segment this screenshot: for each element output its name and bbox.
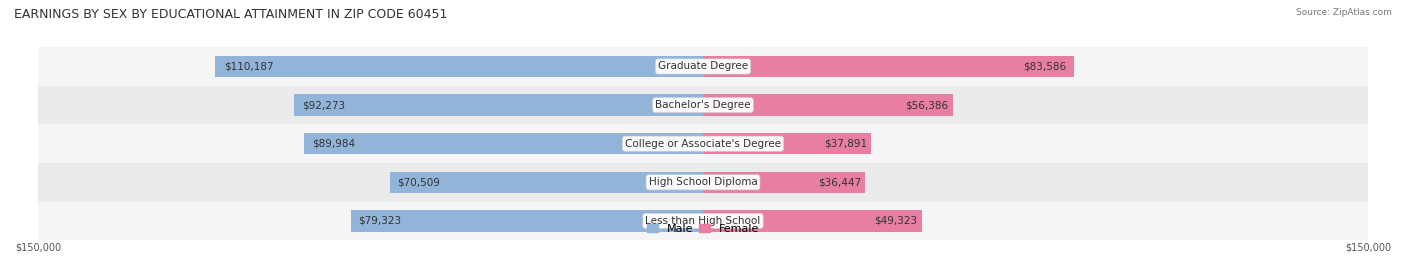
Bar bbox=[38, 163, 1368, 202]
Text: College or Associate's Degree: College or Associate's Degree bbox=[626, 139, 780, 149]
Text: $37,891: $37,891 bbox=[824, 139, 868, 149]
Bar bbox=[703, 172, 865, 193]
Text: Bachelor's Degree: Bachelor's Degree bbox=[655, 100, 751, 110]
Bar bbox=[38, 47, 1368, 86]
Bar bbox=[215, 56, 703, 77]
Bar bbox=[38, 124, 1368, 163]
Bar bbox=[703, 94, 953, 116]
Legend: Male, Female: Male, Female bbox=[643, 219, 763, 239]
Text: $36,447: $36,447 bbox=[818, 177, 862, 187]
Text: Graduate Degree: Graduate Degree bbox=[658, 61, 748, 72]
Bar bbox=[703, 56, 1074, 77]
Bar bbox=[38, 86, 1368, 124]
Bar bbox=[294, 94, 703, 116]
Bar bbox=[352, 210, 703, 232]
Text: Less than High School: Less than High School bbox=[645, 216, 761, 226]
Bar bbox=[703, 210, 922, 232]
Bar bbox=[38, 202, 1368, 240]
Bar bbox=[391, 172, 703, 193]
Text: Source: ZipAtlas.com: Source: ZipAtlas.com bbox=[1296, 8, 1392, 17]
Text: $56,386: $56,386 bbox=[905, 100, 948, 110]
Text: High School Diploma: High School Diploma bbox=[648, 177, 758, 187]
Bar bbox=[703, 133, 870, 154]
Text: $79,323: $79,323 bbox=[359, 216, 402, 226]
Text: EARNINGS BY SEX BY EDUCATIONAL ATTAINMENT IN ZIP CODE 60451: EARNINGS BY SEX BY EDUCATIONAL ATTAINMEN… bbox=[14, 8, 447, 21]
Text: $70,509: $70,509 bbox=[396, 177, 440, 187]
Text: $83,586: $83,586 bbox=[1024, 61, 1066, 72]
Text: $92,273: $92,273 bbox=[302, 100, 346, 110]
Text: $110,187: $110,187 bbox=[225, 61, 274, 72]
Bar bbox=[304, 133, 703, 154]
Text: $89,984: $89,984 bbox=[312, 139, 356, 149]
Text: $49,323: $49,323 bbox=[875, 216, 917, 226]
